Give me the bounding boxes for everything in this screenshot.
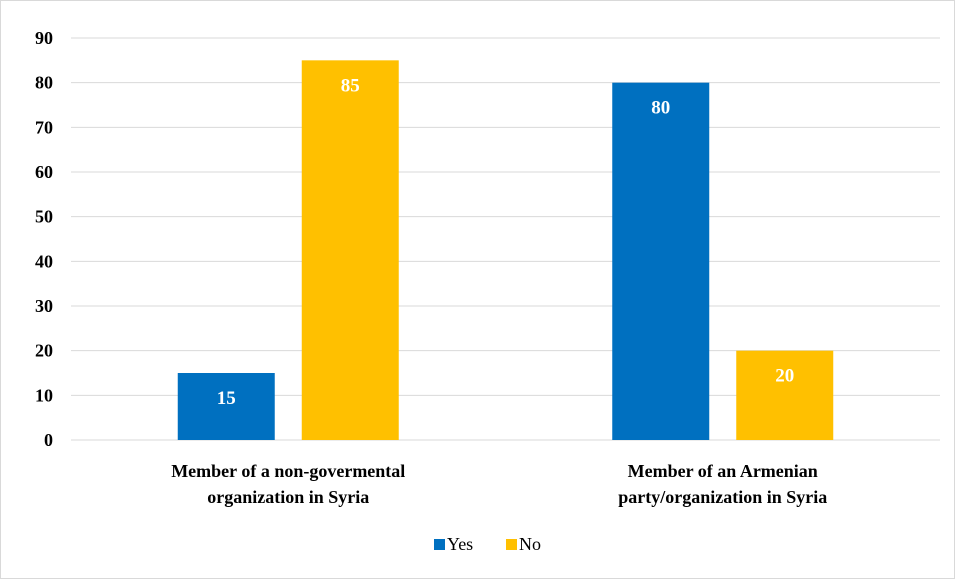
category-label: organization in Syria	[207, 487, 369, 507]
data-label: 80	[651, 98, 670, 119]
y-tick-label: 80	[35, 73, 53, 93]
data-label: 20	[775, 366, 794, 387]
category-label: Member of an Armenian	[628, 461, 818, 481]
y-tick-label: 90	[35, 28, 53, 48]
bar-no-0	[301, 60, 399, 440]
legend-label: No	[519, 534, 541, 554]
x-axis-categories: Member of a non-govermental organization …	[171, 461, 827, 507]
y-tick-label: 30	[35, 296, 53, 316]
category-label: party/organization in Syria	[618, 487, 827, 507]
y-tick-label: 40	[35, 251, 53, 271]
y-tick-label: 50	[35, 207, 53, 227]
legend-label: Yes	[447, 534, 473, 554]
data-labels: 15 80 85 20	[217, 75, 795, 409]
bars	[177, 60, 834, 441]
data-label: 15	[217, 388, 236, 409]
legend-swatch-no	[506, 539, 517, 550]
bar-yes-1	[612, 82, 710, 441]
data-label: 85	[341, 75, 360, 96]
y-tick-label: 10	[35, 385, 53, 405]
bar-no-1	[736, 350, 834, 440]
y-tick-label: 20	[35, 341, 53, 361]
y-tick-label: 70	[35, 117, 53, 137]
y-tick-label: 60	[35, 162, 53, 182]
y-axis-ticks: 0 10 20 30 40 50 60 70 80 90	[35, 28, 53, 450]
legend-swatch-yes	[434, 539, 445, 550]
legend: Yes No	[434, 534, 541, 554]
y-tick-label: 0	[44, 430, 53, 450]
category-label: Member of a non-govermental	[171, 461, 405, 481]
bar-yes-0	[177, 373, 275, 440]
